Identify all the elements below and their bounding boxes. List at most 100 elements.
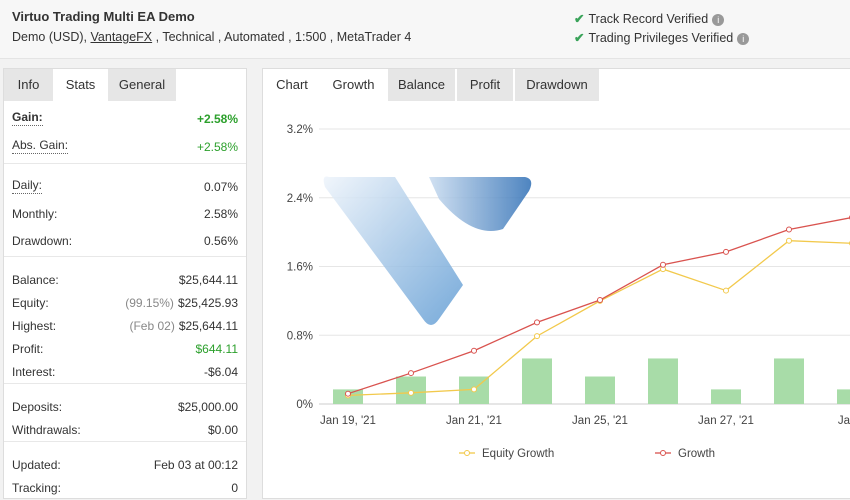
stat-value: -$6.04: [204, 362, 238, 382]
stat-value: 2.58%: [204, 204, 238, 224]
stat-value: $25,000.00: [178, 397, 238, 417]
subtitle-text: , Technical , Automated , 1:500 , MetaTr…: [155, 30, 412, 44]
stat-value-text: 0.07%: [203, 180, 238, 194]
stat-label: Monthly:: [12, 207, 58, 221]
title: Virtuo Trading Multi EA Demo: [12, 9, 195, 24]
stat-label: Highest:: [12, 319, 57, 333]
y-tick-label: 1.6%: [287, 262, 313, 274]
stat-row: Highest: (Feb 02) $25,644.11: [12, 316, 238, 336]
stat-value-text: $0.00: [207, 423, 238, 437]
stat-value: Feb 03 at 00:12: [154, 455, 238, 475]
stat-row: Balance: $25,644.11: [12, 270, 238, 290]
chart-panel: 0% 0.8% 1.6% 2.4% 3.2% Jan 19, '21 Jan 21, '21…: [262, 68, 850, 499]
stat-label: Drawdown:: [12, 234, 73, 248]
check-icon: ✔: [574, 12, 585, 26]
tab[interactable]: General: [108, 69, 176, 101]
stat-value-text: $25,000.00: [177, 400, 238, 414]
bar: [522, 358, 552, 404]
x-tick-label: Jan 25, '21: [572, 415, 628, 427]
stat-value: +2.58%: [197, 109, 238, 129]
point: [408, 389, 414, 396]
broker-link[interactable]: VantageFX: [90, 30, 153, 44]
badge: ✔ Trading Privileges Verified i: [574, 29, 750, 48]
logo: [323, 176, 532, 325]
stat-label: Abs. Gain:: [12, 138, 69, 154]
tab[interactable]: Drawdown: [515, 69, 599, 101]
subtitle-text: Demo (USD),: [12, 30, 88, 44]
stat-value-text: +2.58%: [196, 112, 238, 126]
stat-value: $644.11: [196, 339, 239, 359]
point: [597, 297, 603, 304]
bar: [711, 389, 741, 404]
legend-marker: [660, 450, 666, 456]
stat-label: Profit:: [12, 342, 44, 356]
badge-text: Trading Privileges Verified: [588, 31, 734, 45]
stats-panel: Info Stats General Gain: +2.58% Abs. Gain: +2.…: [3, 68, 247, 499]
stat-value-text: 0: [231, 481, 238, 495]
stat-value: $0.00: [208, 420, 238, 440]
stat-label: Equity:: [12, 296, 49, 310]
stat-label: Balance:: [12, 273, 59, 287]
x-tick-label: Jan 2: [838, 415, 850, 427]
stat-row: Profit: $644.11: [12, 339, 238, 359]
badges: ✔ Track Record Verified i ✔ Trading Privileg…: [574, 10, 750, 48]
stat-label: Withdrawals:: [12, 423, 81, 437]
separator: [4, 383, 246, 384]
stat-label: Tracking:: [12, 481, 61, 495]
stat-value: $25,644.11: [179, 270, 238, 290]
stat-label: Daily:: [12, 178, 43, 194]
y-tick-label: 0%: [296, 399, 313, 411]
tab[interactable]: Growth: [321, 69, 386, 101]
stat-label: Updated:: [12, 458, 61, 472]
point: [534, 333, 540, 340]
stat-value: 0.56%: [204, 231, 238, 251]
stat-value-text: $25,644.11: [178, 319, 238, 333]
point: [723, 248, 729, 255]
tab[interactable]: Info: [4, 69, 53, 101]
subtitle: Demo (USD), VantageFX , Technical , Auto…: [12, 30, 411, 44]
point: [660, 261, 666, 268]
stat-row: Deposits: $25,000.00: [12, 397, 238, 417]
stat-row: Abs. Gain: +2.58%: [12, 137, 238, 157]
stat-value: 0: [231, 478, 238, 498]
y-tick-label: 3.2%: [287, 124, 313, 136]
stat-value-text: 0.56%: [203, 234, 238, 248]
chart: 0% 0.8% 1.6% 2.4% 3.2% Jan 19, '21 Jan 21, '21…: [287, 124, 850, 460]
stat-row: Daily: 0.07%: [12, 177, 238, 197]
stat-note: (99.15%): [125, 296, 174, 310]
stat-row: Monthly: 2.58%: [12, 204, 238, 224]
stat-row: Equity: (99.15%) $25,425.93: [12, 293, 238, 313]
tab[interactable]: Profit: [457, 69, 513, 101]
tab[interactable]: Stats: [53, 69, 108, 101]
bar: [648, 358, 678, 404]
stat-value-text: Feb 03 at 00:12: [153, 458, 238, 472]
legend-label: Growth: [678, 448, 715, 460]
stat-row: Gain: +2.58%: [12, 109, 238, 129]
stat-label: Gain:: [12, 110, 43, 126]
chart-label: Chart: [276, 77, 308, 92]
info-icon[interactable]: i: [712, 13, 725, 26]
point: [723, 287, 729, 294]
badge-text: Track Record Verified: [588, 12, 709, 26]
stat-value-text: $644.11: [195, 342, 239, 356]
separator: [4, 163, 246, 164]
legend-label: Equity Growth: [482, 448, 554, 460]
point: [471, 386, 477, 393]
stat-row: Interest: -$6.04: [12, 362, 238, 382]
stat-value-text: $25,644.11: [178, 273, 238, 287]
stat-label: Interest:: [12, 365, 56, 379]
y-tick-label: 0.8%: [287, 330, 313, 342]
tab[interactable]: Balance: [388, 69, 455, 101]
legend-marker: [464, 450, 470, 456]
info-icon[interactable]: i: [737, 32, 750, 45]
point: [786, 226, 792, 233]
stat-row: Withdrawals: $0.00: [12, 420, 238, 440]
stat-value: +2.58%: [197, 137, 238, 157]
stat-value: (99.15%) $25,425.93: [125, 293, 238, 313]
x-tick-label: Jan 27, '21: [698, 415, 754, 427]
point: [408, 370, 414, 377]
stat-value-text: $25,425.93: [177, 296, 238, 310]
stat-value-text: +2.58%: [196, 140, 238, 154]
point: [345, 390, 351, 397]
